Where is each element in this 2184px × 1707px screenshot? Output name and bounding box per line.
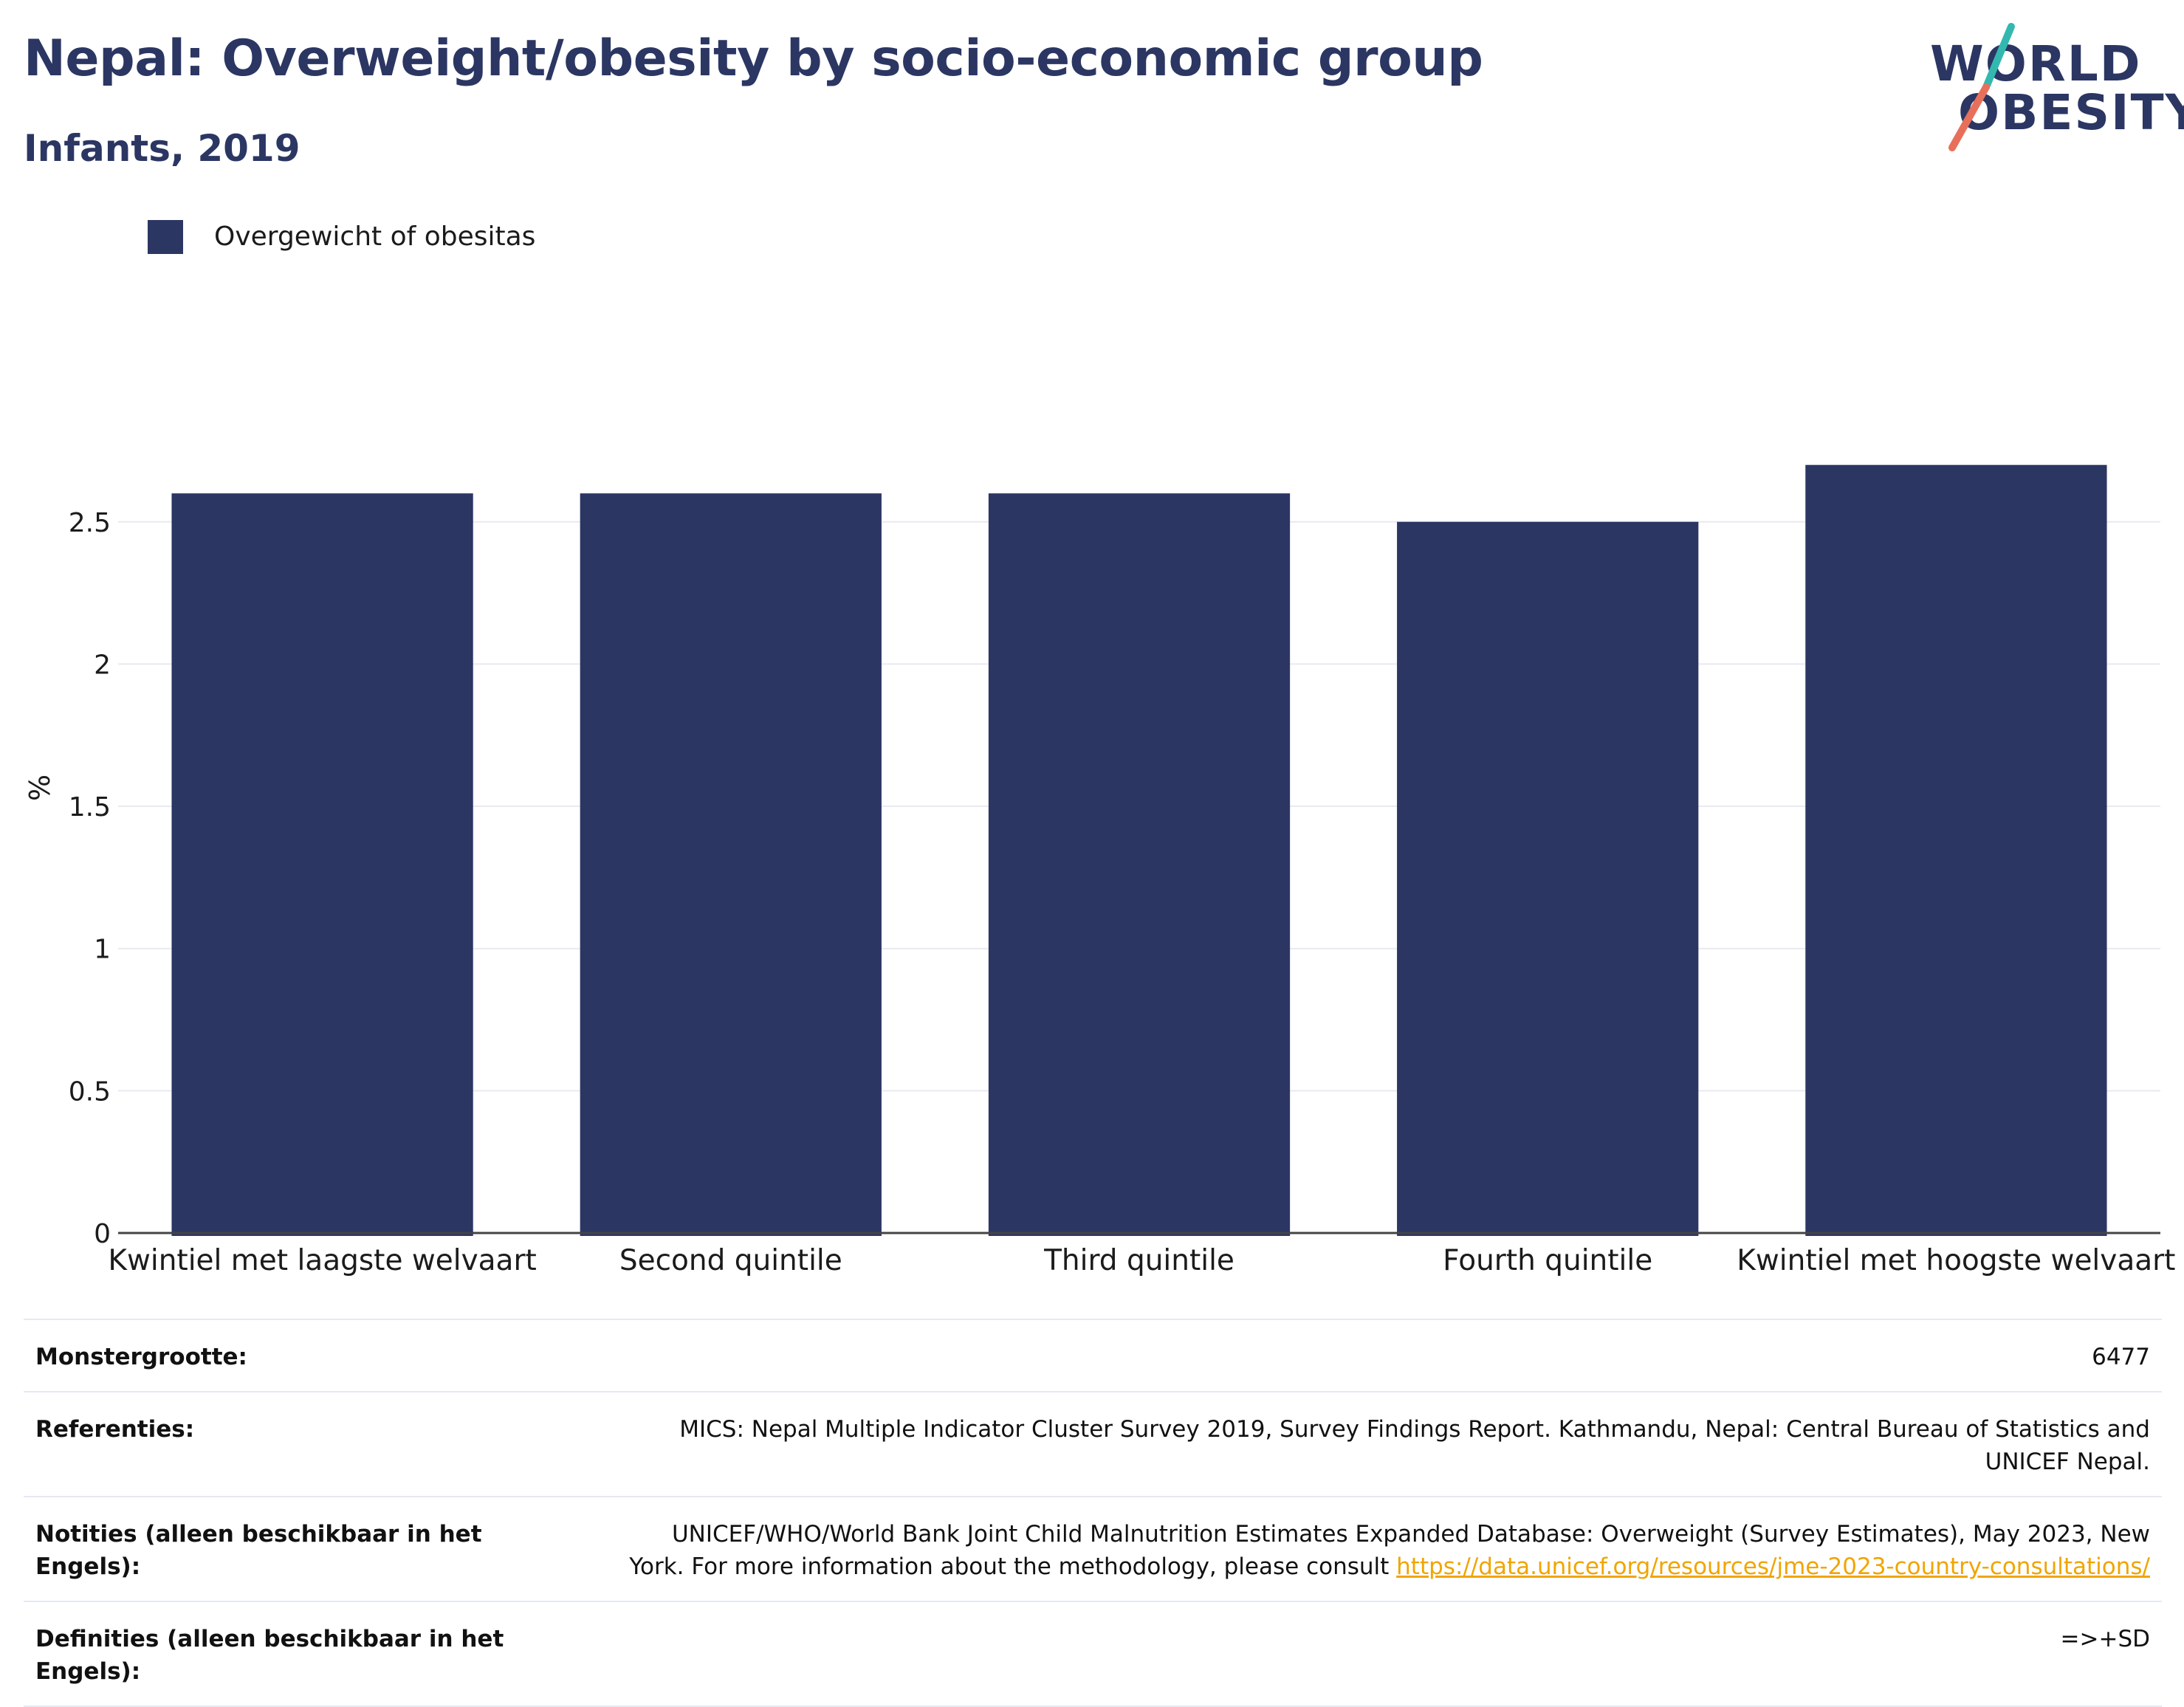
y-tick-label: 2 (94, 650, 111, 680)
bar (580, 493, 882, 1236)
logo-slash-icon (1948, 23, 2015, 151)
legend-label: Overgewicht of obesitas (214, 221, 536, 252)
y-tick-label: 0.5 (69, 1076, 111, 1107)
bar (988, 493, 1291, 1236)
meta-key: Definities (alleen beschikbaar in het En… (35, 1626, 504, 1685)
meta-key: Referenties: (35, 1416, 195, 1443)
meta-value: 6477 (2092, 1344, 2150, 1370)
y-axis-label: % (24, 774, 56, 801)
y-tick-label: 2.5 (69, 508, 111, 538)
world-obesity-logo: WORLD OBESITY (1920, 21, 2184, 154)
x-tick-label: Kwintiel met laagste welvaart (108, 1244, 536, 1277)
meta-row-references: Referenties: MICS: Nepal Multiple Indica… (24, 1391, 2162, 1496)
x-tick-label: Third quintile (1043, 1244, 1234, 1277)
logo-line-2: OBESITY (1958, 84, 2184, 141)
y-tick-label: 0 (94, 1219, 111, 1249)
bar-chart: 0 0.5 1 1.5 2 2.5 Kwintiel met laagste welvaar… (69, 464, 2175, 1277)
meta-key: Notities (alleen beschikbaar in het Enge… (35, 1521, 482, 1580)
logo-line-1: WORLD (1930, 35, 2142, 92)
bar (171, 493, 473, 1236)
y-tick-label: 1 (94, 935, 111, 965)
notes-text: UNICEF/WHO/World Bank Joint Child Malnut… (629, 1521, 2150, 1580)
page-subtitle: Infants, 2019 (24, 127, 301, 170)
y-tick-label: 1.5 (69, 792, 111, 822)
page-title: Nepal: Overweight/obesity by socio-econo… (24, 30, 1483, 88)
meta-value-notes: UNICEF/WHO/World Bank Joint Child Malnut… (629, 1518, 2150, 1583)
meta-key: Monstergrootte: (35, 1344, 247, 1370)
meta-value: =>+SD (2060, 1626, 2150, 1652)
meta-row-notes: Notities (alleen beschikbaar in het Enge… (24, 1496, 2162, 1601)
x-tick-label: Fourth quintile (1443, 1244, 1652, 1277)
bar (1805, 464, 2107, 1237)
metadata-table: Monstergrootte: 6477 Referenties: MICS: … (24, 1319, 2162, 1707)
bar (1397, 521, 1699, 1236)
legend-swatch (148, 220, 183, 254)
notes-link[interactable]: https://data.unicef.org/resources/jme-20… (1396, 1553, 2150, 1580)
meta-row-definitions: Definities (alleen beschikbaar in het En… (24, 1601, 2162, 1707)
x-tick-label: Kwintiel met hoogste welvaart (1737, 1244, 2175, 1277)
meta-value: MICS: Nepal Multiple Indicator Cluster S… (679, 1416, 2150, 1475)
meta-row-sample: Monstergrootte: 6477 (24, 1319, 2162, 1391)
x-tick-label: Second quintile (619, 1244, 842, 1277)
